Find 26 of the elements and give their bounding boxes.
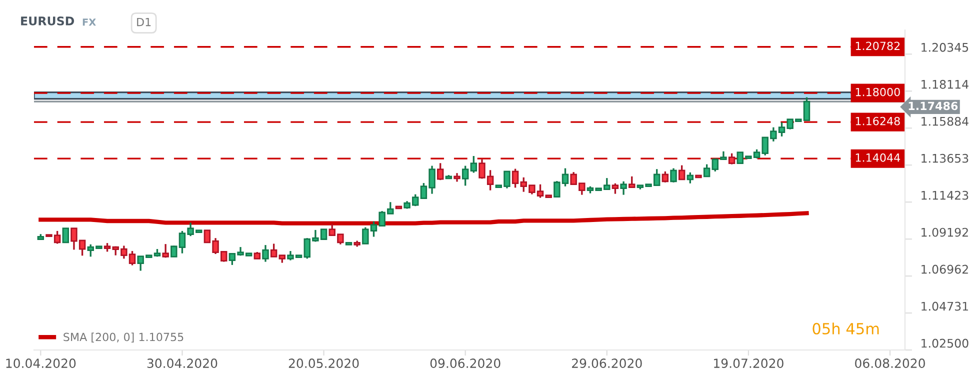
x-tick-label: 10.04.2020 <box>6 358 76 368</box>
chart-title: EURUSD <box>21 16 74 26</box>
text: FX <box>82 18 96 26</box>
ref-line-label: 1.17486 <box>908 102 958 110</box>
x-tick-label: 20.05.2020 <box>288 358 359 368</box>
x-tick-label: 09.06.2020 <box>430 358 500 368</box>
y-tick-label: 1.11423 <box>922 190 968 200</box>
legend-label: SMA [200, 0] 1.10755 <box>64 332 184 342</box>
y-tick-label: 1.09192 <box>922 228 968 237</box>
ref-line-label: 1.20782 <box>856 42 900 50</box>
y-tick-label: 1.13653 <box>922 154 968 163</box>
x-tick-label: 30.04.2020 <box>147 358 218 368</box>
annotation: 05h 45m <box>812 322 879 334</box>
y-tick-label: 1.15884 <box>922 116 968 126</box>
y-tick-label: 1.02500 <box>922 338 968 348</box>
ref-line-label: 1.16248 <box>856 116 900 126</box>
y-tick-label: 1.04731 <box>922 302 968 311</box>
y-tick-label: 1.06962 <box>922 264 968 274</box>
y-tick-label: 1.20345 <box>922 42 968 52</box>
x-tick-label: 19.07.2020 <box>714 358 784 368</box>
text: D1 <box>137 18 151 26</box>
x-tick-label: 29.06.2020 <box>572 358 642 368</box>
x-tick-label: 06.08.2020 <box>855 358 925 368</box>
y-tick-label: 1.18114 <box>922 80 968 89</box>
ref-line-label: 1.14044 <box>856 153 900 162</box>
ref-line-label: 1.18000 <box>856 88 900 96</box>
